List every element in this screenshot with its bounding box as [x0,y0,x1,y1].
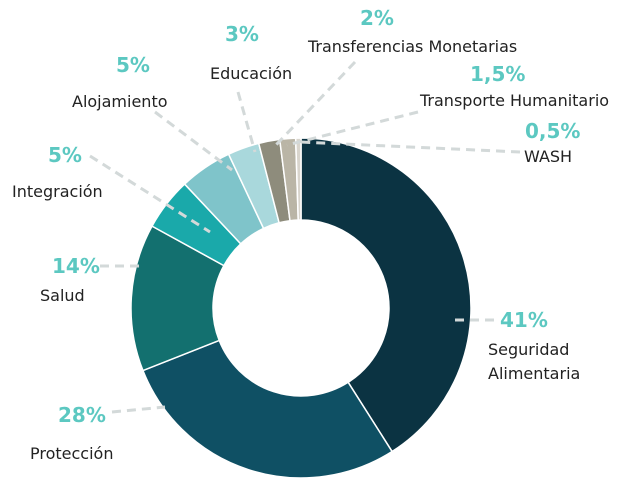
value-label: 3% [225,22,259,46]
leader-line [154,110,233,172]
category-label: WASH [524,147,573,166]
value-label: 28% [58,403,106,427]
value-label: 2% [360,6,394,30]
donut-slice [294,137,302,221]
category-label: Integración [12,182,103,201]
value-label: 5% [116,53,150,77]
leader-line [111,405,166,414]
leader-line [89,154,211,234]
value-label: 14% [52,254,100,278]
leader-line [274,60,357,147]
value-label: 5% [48,143,82,167]
value-label: 41% [500,308,548,332]
category-label: Seguridad Alimentaria [488,340,581,383]
category-label: Alojamiento [72,92,168,111]
donut-slice [141,339,394,478]
category-label: Protección [30,444,114,463]
donut-slice [300,137,472,453]
category-label: Transporte Humanitario [420,91,610,110]
category-label: Educación [210,64,293,83]
value-label: 1,5% [470,62,526,86]
value-label: 0,5% [525,119,581,143]
leader-line [236,91,257,153]
category-label: Salud [40,286,85,305]
category-label: Transferencias Monetarias [308,37,518,56]
leader-line [286,110,419,147]
leader-line [299,140,521,154]
